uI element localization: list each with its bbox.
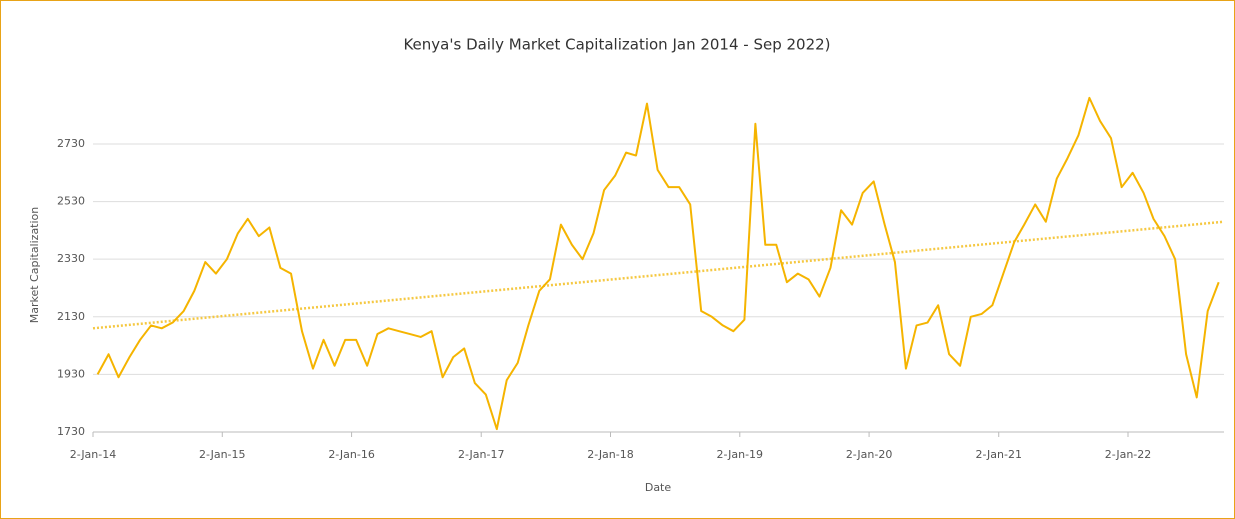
x-tick-label: 2-Jan-15 (199, 448, 246, 461)
data-line (96, 96, 1220, 431)
trendline (92, 220, 1225, 330)
y-tick-label: 1930 (57, 367, 85, 380)
x-tick-label: 2-Jan-18 (587, 448, 634, 461)
x-axis-label: Date (645, 481, 672, 494)
x-tick-label: 2-Jan-21 (975, 448, 1022, 461)
y-tick-label: 2130 (57, 310, 85, 323)
x-tick-label: 2-Jan-19 (717, 448, 764, 461)
x-tick-label: 2-Jan-16 (328, 448, 375, 461)
y-tick-label: 2730 (57, 137, 85, 150)
x-tick-label: 2-Jan-17 (458, 448, 505, 461)
chart-title: Kenya's Daily Market Capitalization Jan … (403, 36, 830, 54)
y-tick-label: 2330 (57, 252, 85, 265)
x-tick-label: 2-Jan-14 (70, 448, 117, 461)
x-tick-label: 2-Jan-22 (1105, 448, 1152, 461)
y-tick-label: 1730 (57, 425, 85, 438)
x-tick-label: 2-Jan-20 (846, 448, 893, 461)
y-axis-label: Market Capitalization (28, 207, 41, 324)
y-tick-label: 2530 (57, 195, 85, 208)
